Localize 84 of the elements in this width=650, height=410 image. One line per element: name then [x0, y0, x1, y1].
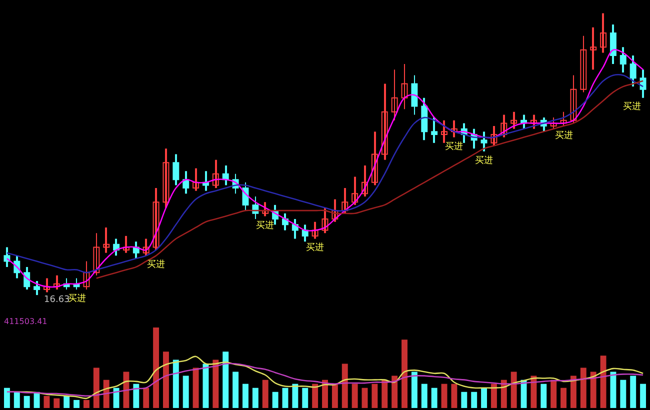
annotation: 买进	[68, 293, 86, 304]
bar	[93, 368, 100, 408]
bar	[600, 356, 606, 408]
bar	[212, 360, 219, 408]
bar	[143, 388, 150, 408]
text: 411503.41	[4, 317, 48, 326]
candlestick	[152, 188, 160, 250]
annotation: 16.63	[44, 295, 70, 305]
candlestick	[570, 75, 577, 124]
bar	[34, 392, 40, 408]
bar	[322, 380, 328, 408]
bar	[84, 400, 90, 408]
candlestick	[93, 233, 100, 276]
bar	[421, 384, 428, 408]
candlestick	[192, 168, 200, 191]
bar	[342, 364, 348, 408]
annotation: 买进	[147, 259, 165, 270]
candlestick	[590, 27, 597, 70]
candlestick	[103, 227, 110, 253]
bar	[332, 384, 338, 408]
annotation: 买进	[623, 101, 641, 112]
bar	[153, 328, 160, 408]
bar	[312, 384, 318, 408]
bar	[64, 396, 70, 408]
bar	[44, 396, 50, 408]
bar	[540, 384, 547, 408]
bar	[372, 384, 378, 408]
candlestick	[401, 64, 408, 110]
bar	[520, 380, 527, 408]
bar	[570, 376, 576, 408]
bar	[402, 340, 408, 408]
candlestick	[580, 36, 587, 92]
bar	[392, 376, 398, 408]
candlestick	[391, 70, 398, 120]
bar	[252, 388, 258, 408]
bar	[262, 380, 268, 408]
bar	[302, 388, 308, 408]
bar	[24, 396, 30, 408]
bar	[182, 376, 189, 408]
bar	[590, 372, 596, 408]
bar	[352, 384, 358, 408]
bar	[282, 388, 288, 408]
annotation: 买进	[445, 141, 463, 152]
bar	[14, 392, 20, 408]
bar	[580, 368, 586, 408]
candlestick	[600, 13, 607, 53]
bar	[54, 398, 60, 408]
annotation: 买进	[306, 242, 324, 253]
bar	[103, 380, 110, 408]
bar	[192, 368, 199, 408]
bar	[630, 376, 636, 408]
bar	[431, 388, 438, 408]
candlestick	[381, 84, 388, 160]
bar	[232, 372, 239, 408]
bar	[133, 384, 140, 408]
annotation: 买进	[475, 155, 493, 166]
bar	[163, 352, 169, 408]
bar	[362, 388, 368, 408]
bar	[451, 384, 458, 408]
bar	[74, 400, 80, 408]
candlestick	[371, 132, 378, 186]
bar	[441, 384, 448, 408]
bar	[481, 388, 487, 408]
bar	[490, 384, 497, 408]
bar	[4, 388, 10, 408]
bar	[640, 384, 646, 408]
annotation: 买进	[256, 220, 274, 231]
bar	[530, 376, 537, 408]
bar	[550, 380, 557, 408]
bar	[113, 388, 120, 408]
bar	[461, 392, 468, 408]
annotation: 买进	[555, 130, 573, 141]
bar	[272, 392, 278, 408]
candlestick	[162, 148, 170, 208]
bar	[610, 372, 616, 408]
bar	[471, 392, 478, 408]
bar	[242, 384, 248, 408]
bar	[172, 360, 179, 408]
bar	[620, 380, 626, 408]
bar	[510, 372, 517, 408]
bar	[292, 384, 298, 408]
bar	[222, 352, 229, 408]
bar	[411, 372, 418, 408]
bar	[560, 388, 566, 408]
